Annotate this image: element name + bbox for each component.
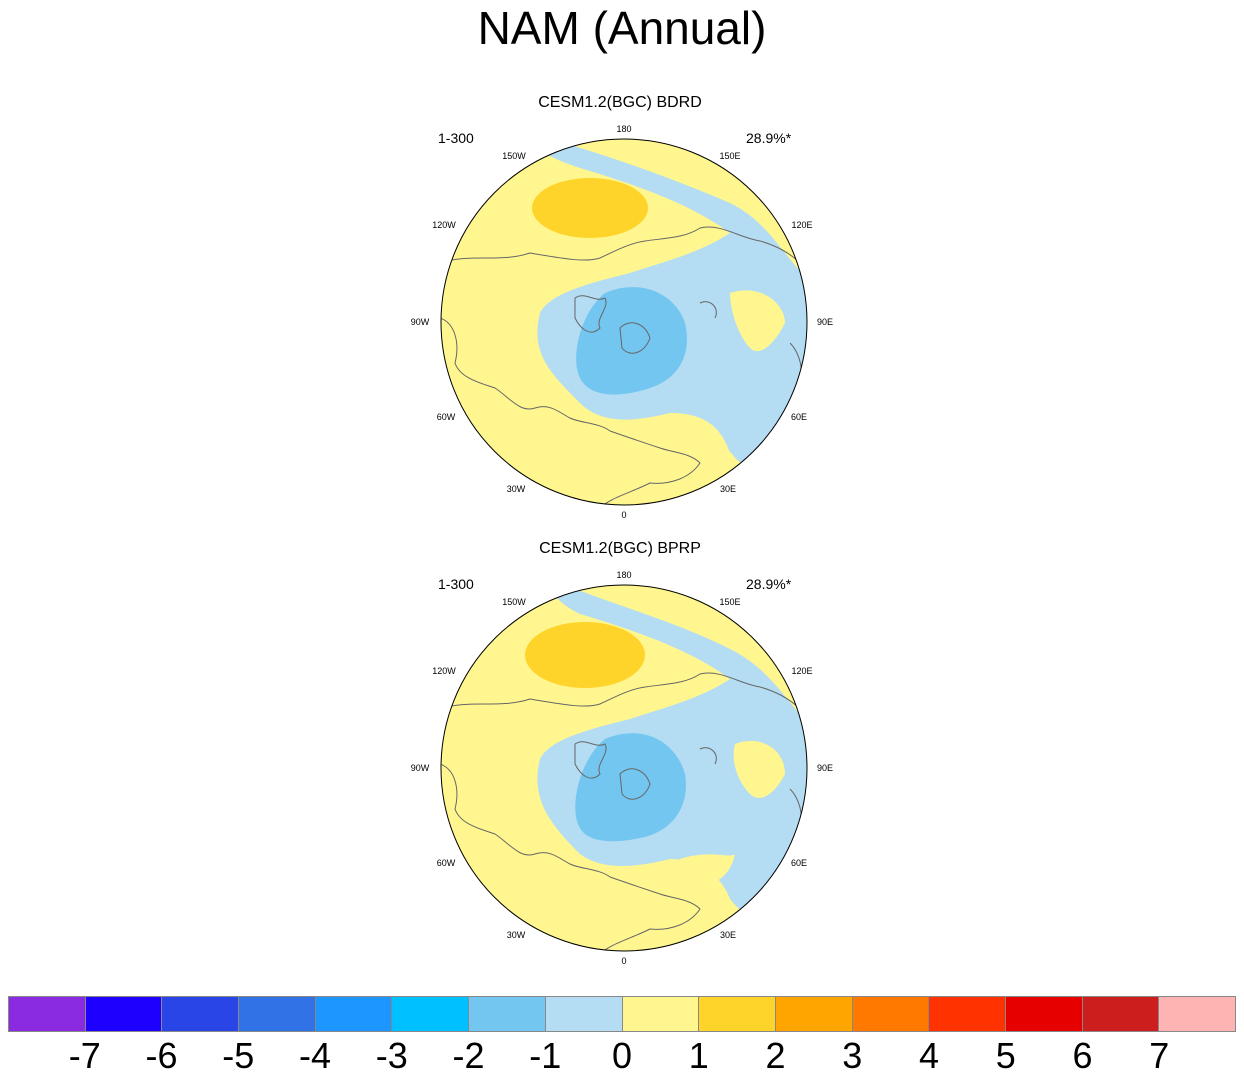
lon-label-120e: 120E — [791, 666, 812, 676]
colorbar-label: 6 — [1072, 1035, 1093, 1076]
colorbar-box — [929, 997, 1006, 1031]
lon-label-0: 0 — [621, 956, 626, 966]
colorbar-box — [1159, 997, 1235, 1031]
colorbar-label: -1 — [529, 1035, 562, 1076]
colorbar-box — [622, 997, 700, 1031]
panel-title: CESM1.2(BGC) BPRP — [539, 540, 701, 557]
colorbar-box — [392, 997, 470, 1031]
colorbar-label: -6 — [145, 1035, 178, 1076]
lon-label-60w: 60W — [437, 858, 456, 868]
colorbar-box — [775, 997, 853, 1031]
lon-label-90w: 90W — [411, 763, 430, 773]
lon-label-30e: 30E — [720, 930, 736, 940]
colorbar-label: 0 — [611, 1035, 633, 1076]
lon-label-90e: 90E — [817, 317, 833, 327]
colorbar — [8, 996, 1236, 1032]
lon-label-150w: 150W — [502, 151, 526, 161]
lon-label-120w: 120W — [432, 666, 456, 676]
colorbar-label: -3 — [375, 1035, 408, 1076]
colorbar-label: 4 — [918, 1035, 940, 1076]
colorbar-box — [699, 997, 776, 1031]
lon-label-180: 180 — [616, 124, 631, 134]
map-panel-bprp: CESM1.2(BGC) BPRP 1-300 28.9%* 180 — [400, 539, 840, 985]
lon-label-180: 180 — [616, 570, 631, 580]
colorbar-box — [85, 997, 163, 1031]
polar-map: 180 150E 120E 90E 60E 30E 0 30W 60W 90W … — [411, 570, 833, 966]
colorbar-box — [1082, 997, 1160, 1031]
lon-label-150e: 150E — [719, 151, 740, 161]
colorbar-label: -4 — [298, 1035, 331, 1076]
lon-label-30e: 30E — [720, 484, 736, 494]
colorbar-label: -5 — [222, 1035, 255, 1076]
lon-label-30w: 30W — [507, 484, 526, 494]
colorbar-label: 2 — [765, 1035, 786, 1076]
lon-label-90e: 90E — [817, 763, 833, 773]
lon-label-90w: 90W — [411, 317, 430, 327]
lon-label-0: 0 — [621, 510, 626, 520]
colorbar-box — [315, 997, 393, 1031]
positive-patch — [680, 854, 735, 886]
colorbar-labels: -7 -6 -5 -4 -3 -2 -1 0 1 2 3 4 5 6 7 — [0, 1036, 1244, 1076]
lon-label-60w: 60W — [437, 412, 456, 422]
lon-label-150e: 150E — [719, 597, 740, 607]
variance-label: 28.9%* — [746, 130, 792, 146]
positive-patch — [730, 290, 785, 352]
colorbar-label: 1 — [688, 1035, 709, 1076]
positive-patch — [700, 442, 740, 481]
negative-center — [576, 287, 687, 395]
colorbar-box — [162, 997, 240, 1031]
positive-patch — [733, 740, 785, 798]
variance-label: 28.9%* — [746, 576, 792, 592]
positive-center — [525, 622, 645, 688]
colorbar-label: 7 — [1149, 1035, 1170, 1076]
colorbar-box — [469, 997, 546, 1031]
map-panel-bdrd: CESM1.2(BGC) BDRD 1-300 28.9%* — [400, 93, 840, 539]
colorbar-box — [852, 997, 930, 1031]
map-boundary — [440, 584, 808, 952]
lon-label-150w: 150W — [502, 597, 526, 607]
colorbar-box — [9, 997, 86, 1031]
lon-label-30w: 30W — [507, 930, 526, 940]
colorbar-label: -7 — [68, 1035, 101, 1076]
lon-label-60e: 60E — [791, 412, 807, 422]
colorbar-box — [1005, 997, 1083, 1031]
colorbar-label: 5 — [995, 1035, 1016, 1076]
period-label: 1-300 — [438, 130, 474, 146]
period-label: 1-300 — [438, 576, 474, 592]
colorbar-box — [545, 997, 623, 1031]
lon-label-120w: 120W — [432, 220, 456, 230]
figure-title: NAM (Annual) — [477, 2, 767, 54]
negative-region — [537, 585, 807, 939]
negative-center — [575, 733, 686, 842]
positive-center — [532, 178, 648, 238]
lon-label-120e: 120E — [791, 220, 812, 230]
lon-label-60e: 60E — [791, 858, 807, 868]
map-boundary — [440, 138, 808, 506]
polar-map: 180 150E 120E 90E 60E 30E 0 30W 60W 90W … — [411, 124, 833, 520]
colorbar-box — [239, 997, 316, 1031]
colorbar-label: -2 — [452, 1035, 485, 1076]
colorbar-label: 3 — [842, 1035, 863, 1076]
panel-title: CESM1.2(BGC) BDRD — [538, 94, 702, 111]
